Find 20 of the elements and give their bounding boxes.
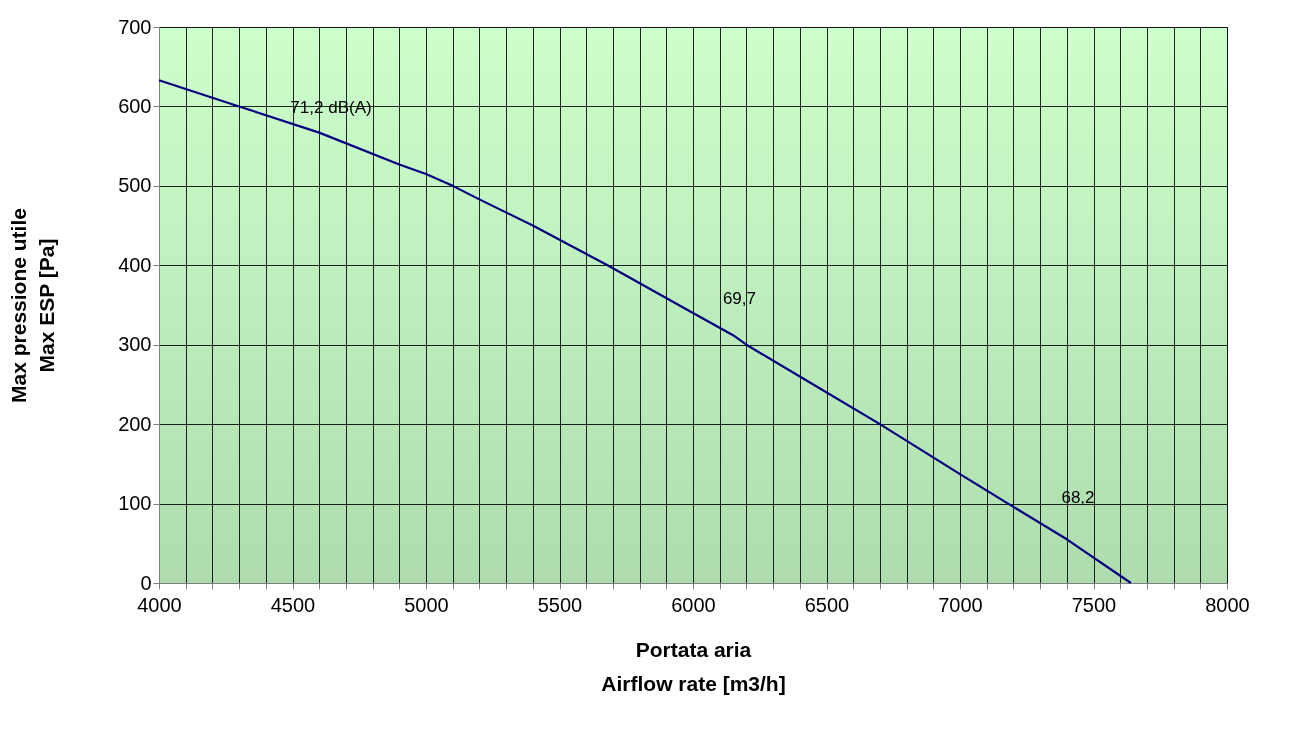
y-tick-label: 0 xyxy=(140,571,152,594)
x-tick-label: 6500 xyxy=(804,593,850,616)
y-tick-label: 200 xyxy=(118,412,152,435)
x-tick-label: 4500 xyxy=(270,593,316,616)
y-tick-label: 400 xyxy=(118,253,152,276)
x-tick-label: 5000 xyxy=(404,593,449,616)
line-series xyxy=(157,79,1132,585)
y-tick-label: 300 xyxy=(118,333,152,356)
x-tick-label: 4000 xyxy=(137,593,182,616)
y-tick-label: 100 xyxy=(118,492,152,515)
x-tick-label: 7000 xyxy=(938,593,983,616)
y-tick-label: 700 xyxy=(118,15,152,38)
x-tick-label: 8000 xyxy=(1205,593,1250,616)
x-axis-title: Portata aria Airflow rate [m3/h] xyxy=(601,637,786,695)
y-tick-label: 500 xyxy=(118,174,152,197)
x-tick-label: 6000 xyxy=(671,593,716,616)
x-tick-label: 5500 xyxy=(537,593,583,616)
x-tick-label: 7500 xyxy=(1071,593,1117,616)
y-tick-label: 600 xyxy=(118,94,152,117)
y-axis-title: Max pressione utile Max ESP [Pa] xyxy=(7,208,59,403)
